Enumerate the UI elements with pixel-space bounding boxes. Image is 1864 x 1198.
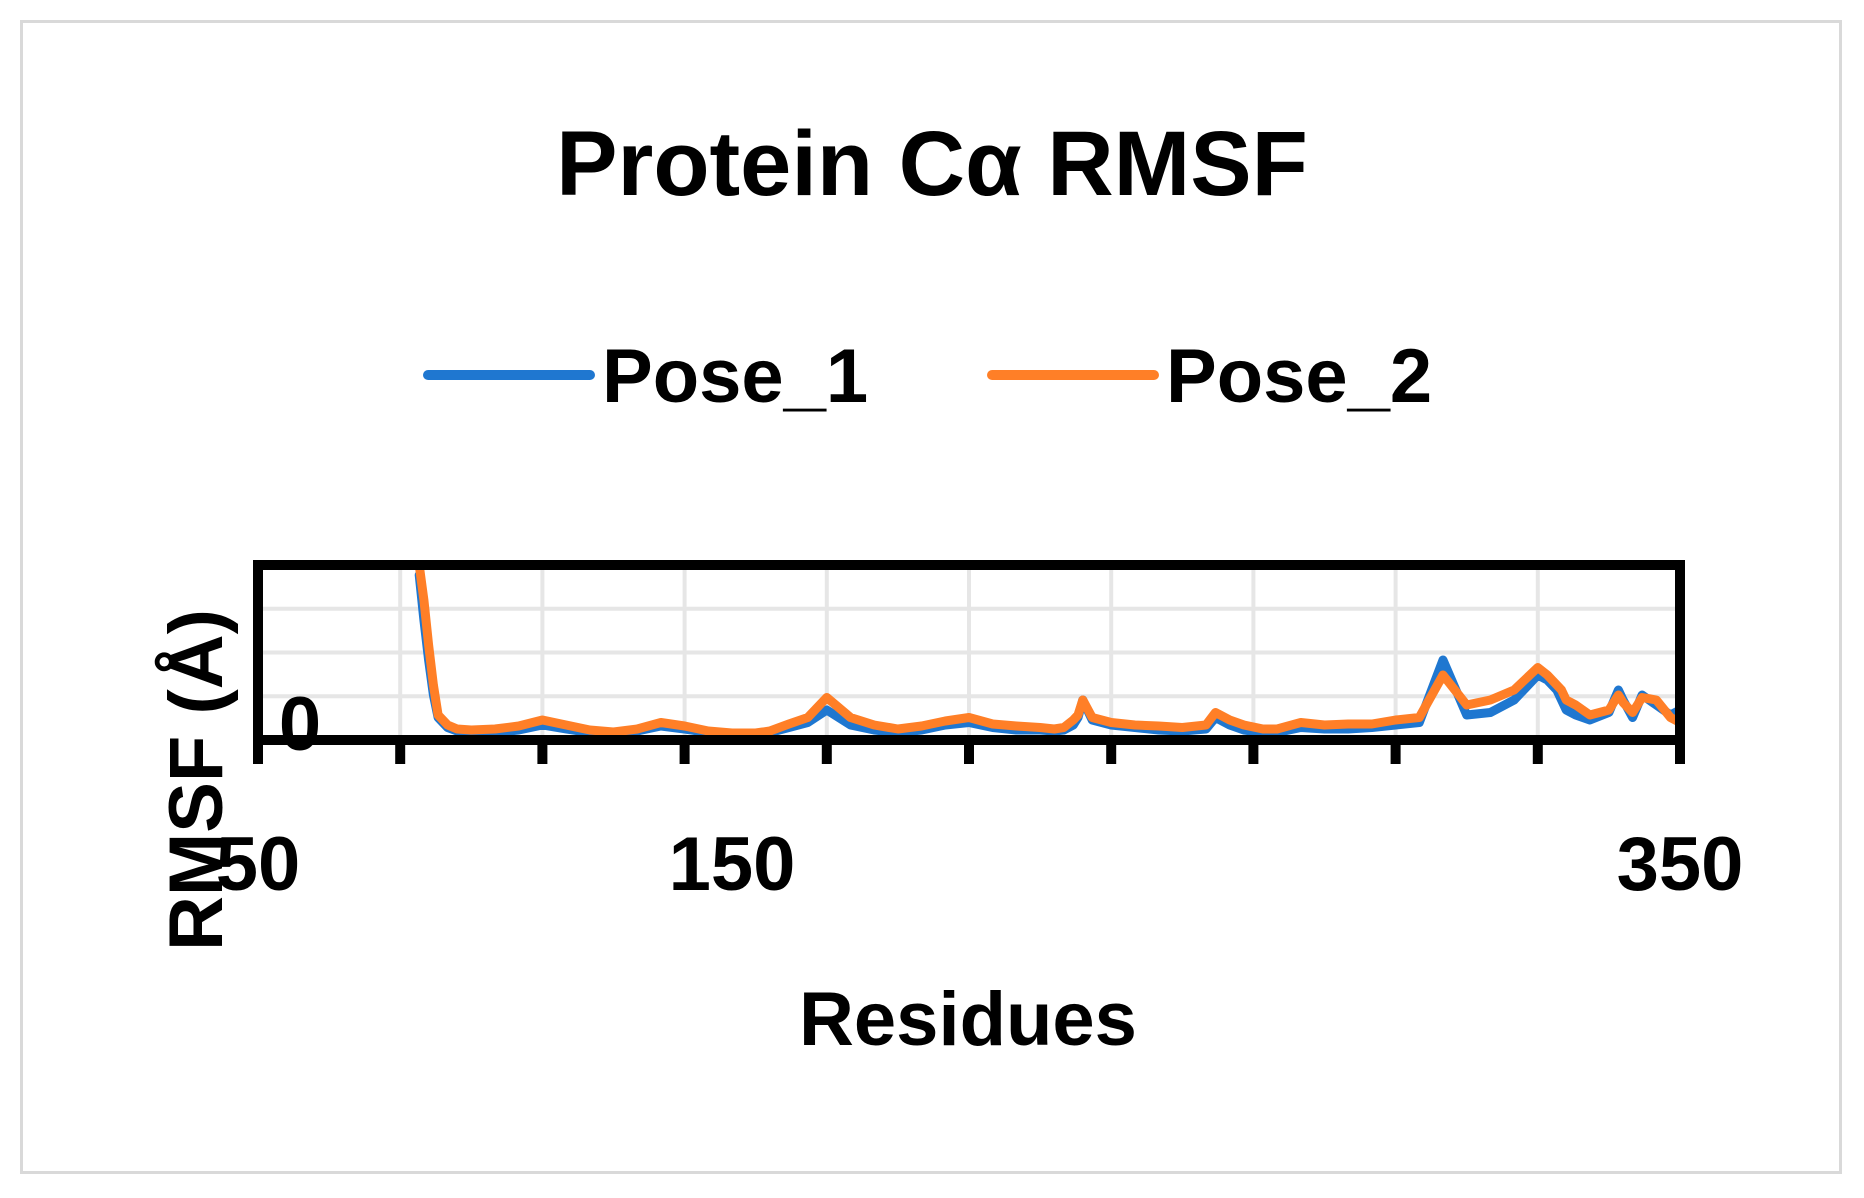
x-axis-title: Residues	[799, 977, 1137, 1062]
y-axis-title: RMSF (Å)	[154, 609, 239, 951]
legend: Pose_1 Pose_2	[423, 334, 1432, 419]
series-line-pose-2	[414, 560, 1685, 738]
x-tick-label: 50	[216, 822, 301, 907]
x-tick-label: 350	[1617, 822, 1744, 907]
chart-title: Protein Cα RMSF	[556, 113, 1308, 215]
x-tick-label: 150	[669, 822, 796, 907]
series-lines	[414, 560, 1685, 739]
axes: 50 150 350 0	[216, 682, 1744, 907]
legend-label-pose-2: Pose_2	[1166, 334, 1432, 419]
legend-label-pose-1: Pose_1	[602, 334, 868, 419]
y-tick-label: 0	[279, 682, 321, 767]
